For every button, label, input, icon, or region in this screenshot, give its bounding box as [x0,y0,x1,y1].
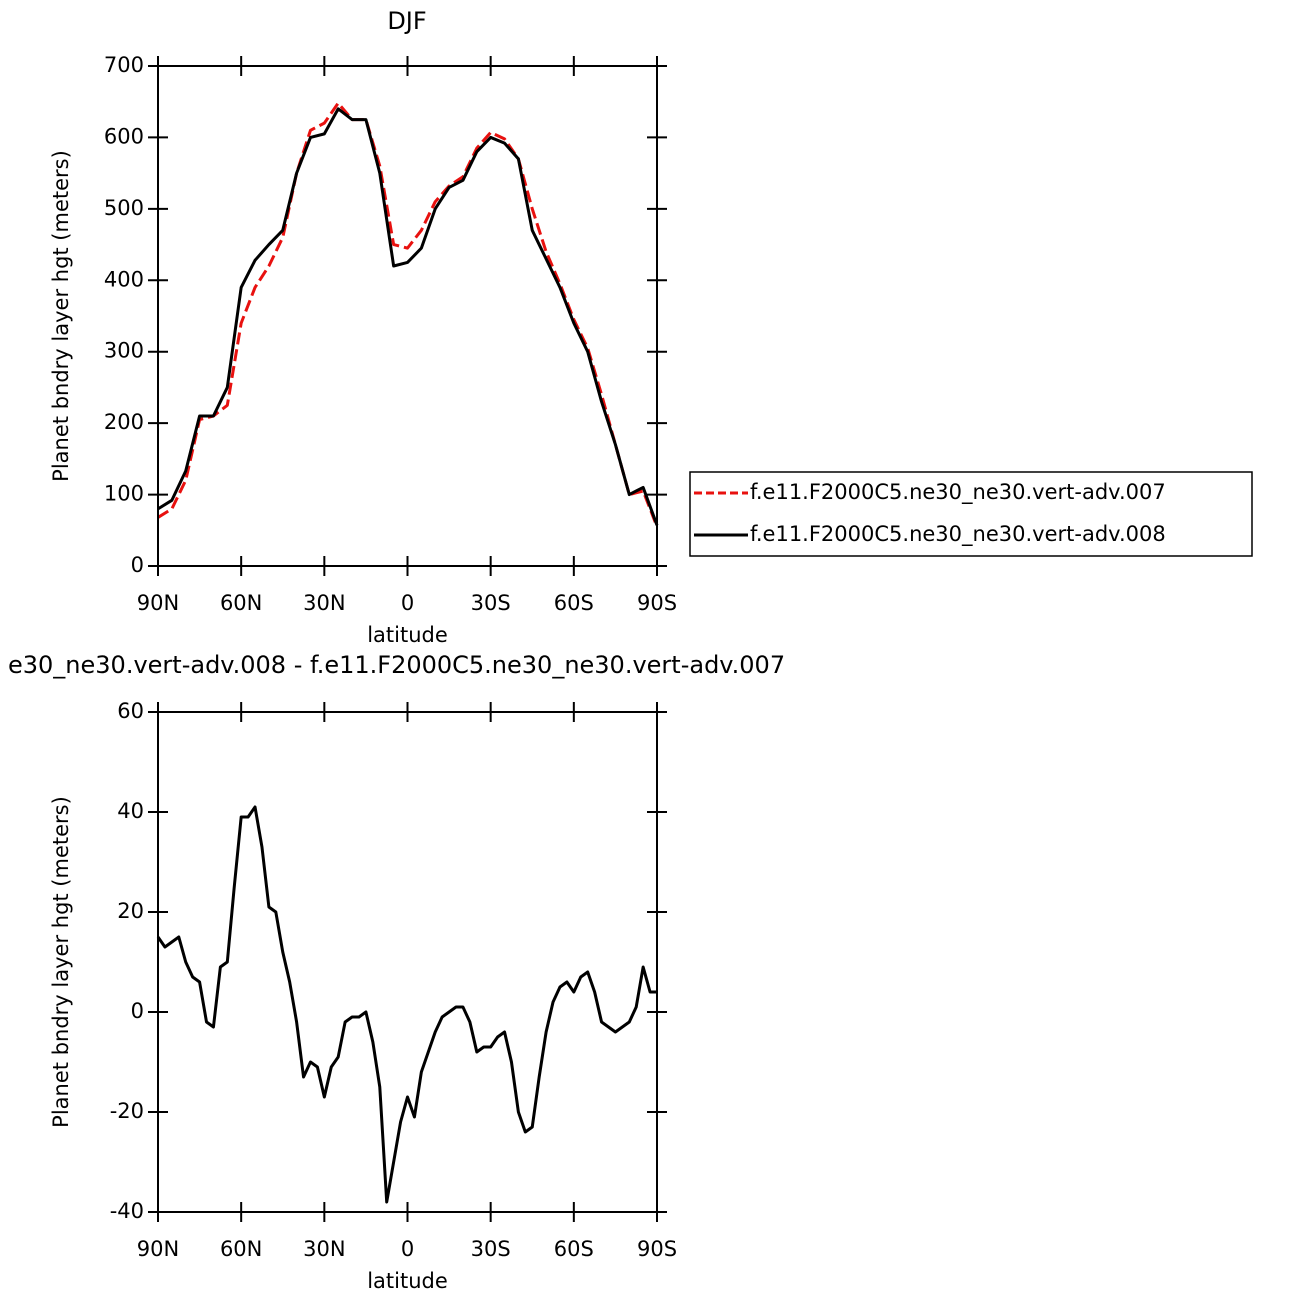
x-tick-label: 60N [220,1237,262,1261]
y-tick-label: 200 [104,410,144,434]
x-tick-label: 30S [471,591,511,615]
y-tick-label: 20 [117,899,144,923]
data-line [157,101,659,528]
y-tick-label: 500 [104,196,144,220]
legend-label: f.e11.F2000C5.ne30_ne30.vert-adv.007 [750,480,1166,505]
y-tick-label: 60 [117,699,144,723]
y-tick-label: 400 [104,267,144,291]
x-tick-label: 90N [137,1237,179,1261]
y-tick-label: 0 [131,999,144,1023]
y-tick-label: 40 [117,799,144,823]
plot-frame [157,65,658,567]
plot-frame [157,711,658,1213]
y-tick-label: 100 [104,482,144,506]
y-tick-label: -40 [110,1199,144,1223]
x-tick-label: 30N [303,591,345,615]
y-tick-label: 600 [104,124,144,148]
x-axis-label: latitude [367,1269,448,1293]
x-tick-label: 90S [637,1237,677,1261]
x-tick-label: 30S [471,1237,511,1261]
legend-box [689,471,1253,557]
y-axis-label: Planet bndry layer hgt (meters) [49,796,73,1128]
data-line [156,805,657,1204]
x-tick-label: 60S [554,591,594,615]
y-tick-label: -20 [110,1099,144,1123]
chart-title: DJF [387,7,426,35]
x-tick-label: 90S [637,591,677,615]
y-axis-label: Planet bndry layer hgt (meters) [49,150,73,482]
legend-label: f.e11.F2000C5.ne30_ne30.vert-adv.008 [750,522,1166,547]
y-tick-label: 0 [131,553,144,577]
x-tick-label: 60S [554,1237,594,1261]
x-tick-label: 90N [137,591,179,615]
chart-title: e30_ne30.vert-adv.008 - f.e11.F2000C5.ne… [8,651,785,679]
y-tick-label: 700 [104,53,144,77]
x-axis-label: latitude [367,623,448,647]
data-line [157,107,659,526]
x-tick-label: 60N [220,591,262,615]
x-tick-label: 0 [401,591,414,615]
y-tick-label: 300 [104,339,144,363]
x-tick-label: 30N [303,1237,345,1261]
x-tick-label: 0 [401,1237,414,1261]
